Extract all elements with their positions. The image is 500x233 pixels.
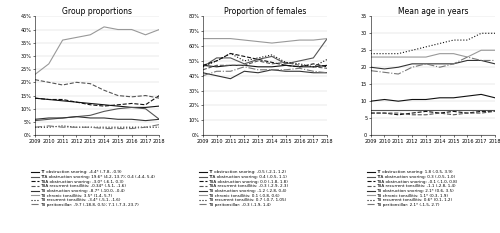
Title: Group proportions: Group proportions bbox=[62, 7, 132, 16]
Title: Proportion of females: Proportion of females bbox=[224, 7, 306, 16]
Legend: TT obstruction snoring: -0.5 (-2.1, 1.2), TTA obstruction snoring: 0.4 (-0.5, 1.: TT obstruction snoring: -0.5 (-2.1, 1.2)… bbox=[198, 171, 288, 207]
Legend: TT obstruction snoring: 1.8 (-0.5, 3.9), TTA obstruction snoring: 0.3 (-0.5, 1.0: TT obstruction snoring: 1.8 (-0.5, 3.9),… bbox=[366, 171, 458, 207]
Title: Mean age in years: Mean age in years bbox=[398, 7, 468, 16]
Legend: TT obstruction snoring: -4.4* (-7.8, -0.9), TTA obstruction snoring: 19.6* (4.2,: TT obstruction snoring: -4.4* (-7.8, -0.… bbox=[31, 171, 156, 207]
